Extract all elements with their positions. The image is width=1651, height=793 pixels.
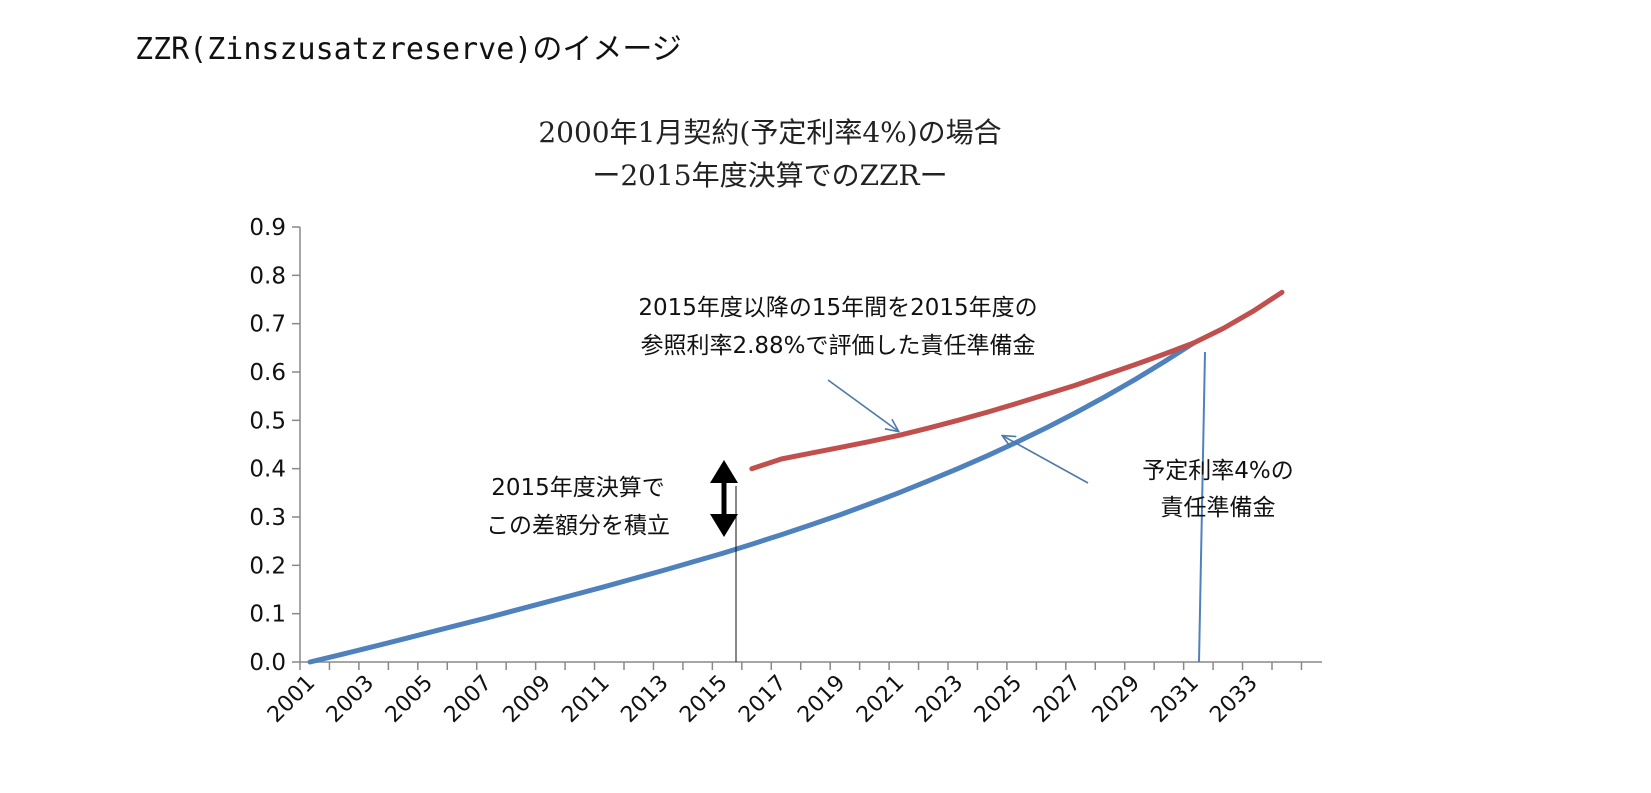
- x-tick-label: 2011: [558, 671, 615, 728]
- red-series-label-line-1: 2015年度以降の15年間を2015年度の: [638, 295, 1037, 321]
- y-tick-label: 0.2: [249, 553, 286, 579]
- blue-series-label-line-1: 予定利率4%の: [1142, 458, 1294, 484]
- y-tick-label: 0.6: [249, 360, 286, 386]
- x-tick-label: 2025: [970, 671, 1027, 728]
- series-line-blue: [307, 340, 1197, 665]
- page-heading: ZZR(Zinszusatzreserve)のイメージ: [135, 32, 682, 67]
- x-tick-label: 2001: [263, 671, 320, 728]
- x-tick-label: 2005: [381, 671, 438, 728]
- red-label-pointer-arrow: [827, 379, 898, 431]
- y-tick-label: 0.3: [249, 505, 286, 531]
- chart-title-line-1: 2000年1月契約(予定利率4%)の場合: [538, 116, 1001, 149]
- x-tick-label: 2009: [499, 671, 556, 728]
- y-tick-label: 0.4: [249, 457, 286, 483]
- y-tick-label: 0.7: [249, 312, 286, 338]
- x-tick-label: 2023: [911, 671, 968, 728]
- y-tick-label: 0.1: [249, 602, 286, 628]
- blue-label-pointer-arrow: [1003, 436, 1089, 484]
- y-tick-label: 0.5: [249, 408, 286, 434]
- series-line-red: [749, 289, 1285, 472]
- y-tick-label: 0.9: [249, 215, 286, 241]
- x-tick-label: 2017: [734, 671, 791, 728]
- x-tick-label: 2019: [793, 671, 850, 728]
- x-tick-label: 2013: [616, 671, 673, 728]
- y-axis-ticks: 0.0 0.1 0.2 0.3 0.4 0.5 0.6 0.7 0.8 0.9: [249, 215, 300, 676]
- x-tick-label: 2029: [1088, 671, 1145, 728]
- chart-title-line-2: ー2015年度決算でのZZRー: [592, 159, 947, 192]
- y-tick-label: 0.8: [249, 263, 286, 289]
- x-tick-label: 2027: [1029, 671, 1086, 728]
- x-tick-label: 2015: [675, 671, 732, 728]
- gap-double-arrow: [710, 460, 738, 537]
- x-tick-label: 2033: [1206, 671, 1263, 728]
- y-tick-label: 0.0: [249, 650, 286, 676]
- red-series-label-line-2: 参照利率2.88%で評価した責任準備金: [640, 333, 1035, 359]
- vertical-guide-2031: [1198, 351, 1206, 663]
- x-axis-ticks: 2001 2003 2005 2007 2009 2011 2013 2015 2017 2019…: [263, 662, 1303, 728]
- x-tick-label: 2021: [852, 671, 909, 728]
- x-tick-label: 2003: [322, 671, 379, 728]
- gap-label-line-1: 2015年度決算で: [491, 475, 665, 501]
- blue-series-label-line-2: 責任準備金: [1161, 495, 1276, 521]
- gap-label-line-2: この差額分を積立: [486, 513, 670, 539]
- x-tick-label: 2031: [1147, 671, 1204, 728]
- x-tick-label: 2007: [440, 671, 497, 728]
